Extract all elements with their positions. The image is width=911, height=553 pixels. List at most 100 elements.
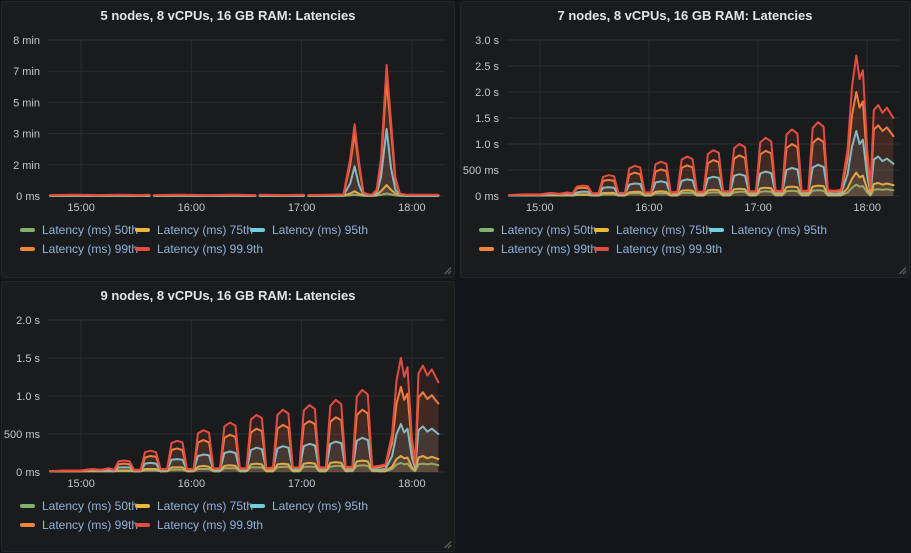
series-area-latency-ms-75th xyxy=(509,172,894,196)
x-tick-label: 16:00 xyxy=(635,202,663,214)
series-name: Latency (ms) 99.9th xyxy=(157,241,264,256)
series-line-latency-ms-95th xyxy=(307,127,440,197)
series-color-swatch xyxy=(594,227,609,232)
series-color-swatch xyxy=(709,227,724,232)
x-tick-label: 16:00 xyxy=(178,478,206,490)
x-tick-label: 15:00 xyxy=(67,202,95,214)
series-name: Latency (ms) 99.9th xyxy=(616,241,723,256)
panel-7-nodes-latencies: 7 nodes, 8 vCPUs, 16 GB RAM: Latencies 0… xyxy=(460,1,910,278)
series-area-latency-ms-50th xyxy=(509,184,894,196)
series-name: Latency (ms) 99th xyxy=(501,241,598,256)
series-area-latency-ms-99th xyxy=(509,92,894,196)
y-tick-label: 2.5 s xyxy=(475,61,499,73)
x-tick-label: 18:00 xyxy=(853,202,881,214)
series-area-latency-ms-75th xyxy=(50,456,439,472)
series-color-swatch xyxy=(479,246,494,251)
series-color-swatch xyxy=(20,246,35,251)
series-line-latency-ms-99.9th xyxy=(49,357,440,473)
series-color-swatch xyxy=(250,503,265,508)
x-tick-label: 15:00 xyxy=(526,202,554,214)
legend-item-latency-ms-50th[interactable]: Latency (ms) 50th xyxy=(20,496,139,515)
latency-graph-canvas[interactable]: 0 ms 500 ms 1.0 s 1.5 s 2.0 s 2.5 s 3.0 s 15:00… xyxy=(461,30,907,216)
y-tick-label: 2 min xyxy=(13,160,40,172)
series-color-swatch xyxy=(250,227,265,232)
x-tick-label: 17:00 xyxy=(288,202,316,214)
x-tick-label: 16:00 xyxy=(178,202,206,214)
y-tick-label: 500 ms xyxy=(463,165,500,177)
y-tick-label: 7 min xyxy=(13,66,40,78)
y-tick-label: 0 ms xyxy=(16,467,40,479)
legend-item-latency-ms-75th[interactable]: Latency (ms) 75th xyxy=(135,496,254,515)
y-tick-label: 3 min xyxy=(13,129,40,141)
graph-legend: Latency (ms) 50th Latency (ms) 75th Latenc… xyxy=(461,216,909,258)
latency-graph-canvas[interactable]: 0 ms 500 ms 1.0 s 1.5 s 2.0 s 15:00 16:00 17:00… xyxy=(2,310,452,492)
legend-item-latency-ms-75th[interactable]: Latency (ms) 75th xyxy=(135,220,253,239)
series-name: Latency (ms) 95th xyxy=(731,222,828,237)
series-line-latency-ms-99.9th xyxy=(508,54,895,196)
graph-legend: Latency (ms) 50th Latency (ms) 75th Latenc… xyxy=(2,216,454,258)
legend-item-latency-ms-75th[interactable]: Latency (ms) 75th xyxy=(594,220,713,239)
legend-item-latency-ms-99th[interactable]: Latency (ms) 99th xyxy=(20,515,139,534)
series-color-swatch xyxy=(135,246,150,251)
x-tick-label: 15:00 xyxy=(67,478,95,490)
panel-9-nodes-latencies: 9 nodes, 8 vCPUs, 16 GB RAM: Latencies 0… xyxy=(1,281,455,552)
x-tick-label: 18:00 xyxy=(398,478,426,490)
series-color-swatch xyxy=(594,246,609,251)
legend-item-latency-ms-99.9th[interactable]: Latency (ms) 99.9th xyxy=(135,515,263,534)
y-tick-label: 500 ms xyxy=(4,429,41,441)
legend-item-latency-ms-95th[interactable]: Latency (ms) 95th xyxy=(250,496,368,515)
panel-resize-handle[interactable] xyxy=(897,265,907,275)
legend-item-latency-ms-50th[interactable]: Latency (ms) 50th xyxy=(479,220,598,239)
series-line-latency-ms-99th xyxy=(49,385,440,473)
series-area-latency-ms-95th xyxy=(509,131,894,196)
series-line-latency-ms-95th xyxy=(508,130,895,197)
series-color-swatch xyxy=(20,522,35,527)
series-color-swatch xyxy=(135,227,150,232)
panel-resize-handle[interactable] xyxy=(442,539,452,549)
y-tick-label: 2.0 s xyxy=(475,87,499,99)
series-area-latency-ms-99th xyxy=(308,80,439,196)
legend-item-latency-ms-99th[interactable]: Latency (ms) 99th xyxy=(479,239,598,258)
series-color-swatch xyxy=(135,522,150,527)
legend-item-latency-ms-95th[interactable]: Latency (ms) 95th xyxy=(250,220,369,239)
x-tick-label: 18:00 xyxy=(398,202,426,214)
series-area-latency-ms-99.9th xyxy=(308,65,439,196)
series-line-latency-ms-99th xyxy=(307,79,440,197)
series-area-latency-ms-95th xyxy=(50,424,439,472)
series-name: Latency (ms) 99th xyxy=(42,241,139,256)
panel-resize-handle[interactable] xyxy=(442,265,452,275)
y-tick-label: 1.5 s xyxy=(16,353,40,365)
series-name: Latency (ms) 99th xyxy=(42,517,139,532)
legend-item-latency-ms-99.9th[interactable]: Latency (ms) 99.9th xyxy=(135,239,263,258)
series-name: Latency (ms) 95th xyxy=(272,222,369,237)
panel-title[interactable]: 5 nodes, 8 vCPUs, 16 GB RAM: Latencies xyxy=(100,8,356,23)
legend-item-latency-ms-95th[interactable]: Latency (ms) 95th xyxy=(709,220,828,239)
latency-graph-canvas[interactable]: 0 ms 2 min 3 min 5 min 7 min 8 min 15:00 16:00 1… xyxy=(2,30,452,216)
series-color-swatch xyxy=(479,227,494,232)
series-name: Latency (ms) 75th xyxy=(616,222,713,237)
legend-item-latency-ms-99.9th[interactable]: Latency (ms) 99.9th xyxy=(594,239,722,258)
panel-5-nodes-latencies: 5 nodes, 8 vCPUs, 16 GB RAM: Latencies 0… xyxy=(1,1,455,278)
panel-title[interactable]: 9 nodes, 8 vCPUs, 16 GB RAM: Latencies xyxy=(100,288,356,303)
y-tick-label: 8 min xyxy=(13,35,40,47)
x-tick-label: 17:00 xyxy=(288,478,316,490)
series-name: Latency (ms) 75th xyxy=(157,498,254,513)
series-color-swatch xyxy=(135,503,150,508)
legend-item-latency-ms-50th[interactable]: Latency (ms) 50th xyxy=(20,220,139,239)
series-area-latency-ms-95th xyxy=(308,128,439,196)
series-area-latency-ms-99.9th xyxy=(509,55,894,196)
graph-legend: Latency (ms) 50th Latency (ms) 75th Latenc… xyxy=(2,492,454,534)
series-area-latency-ms-99.9th xyxy=(50,358,439,472)
y-tick-label: 3.0 s xyxy=(475,35,499,47)
y-tick-label: 1.0 s xyxy=(475,139,499,151)
series-line-latency-ms-75th xyxy=(508,171,895,197)
series-color-swatch xyxy=(20,503,35,508)
series-name: Latency (ms) 50th xyxy=(42,222,139,237)
panel-title[interactable]: 7 nodes, 8 vCPUs, 16 GB RAM: Latencies xyxy=(557,8,813,23)
y-tick-label: 1.0 s xyxy=(16,391,40,403)
legend-item-latency-ms-99th[interactable]: Latency (ms) 99th xyxy=(20,239,139,258)
series-name: Latency (ms) 50th xyxy=(42,498,139,513)
x-tick-label: 17:00 xyxy=(744,202,772,214)
series-name: Latency (ms) 50th xyxy=(501,222,598,237)
